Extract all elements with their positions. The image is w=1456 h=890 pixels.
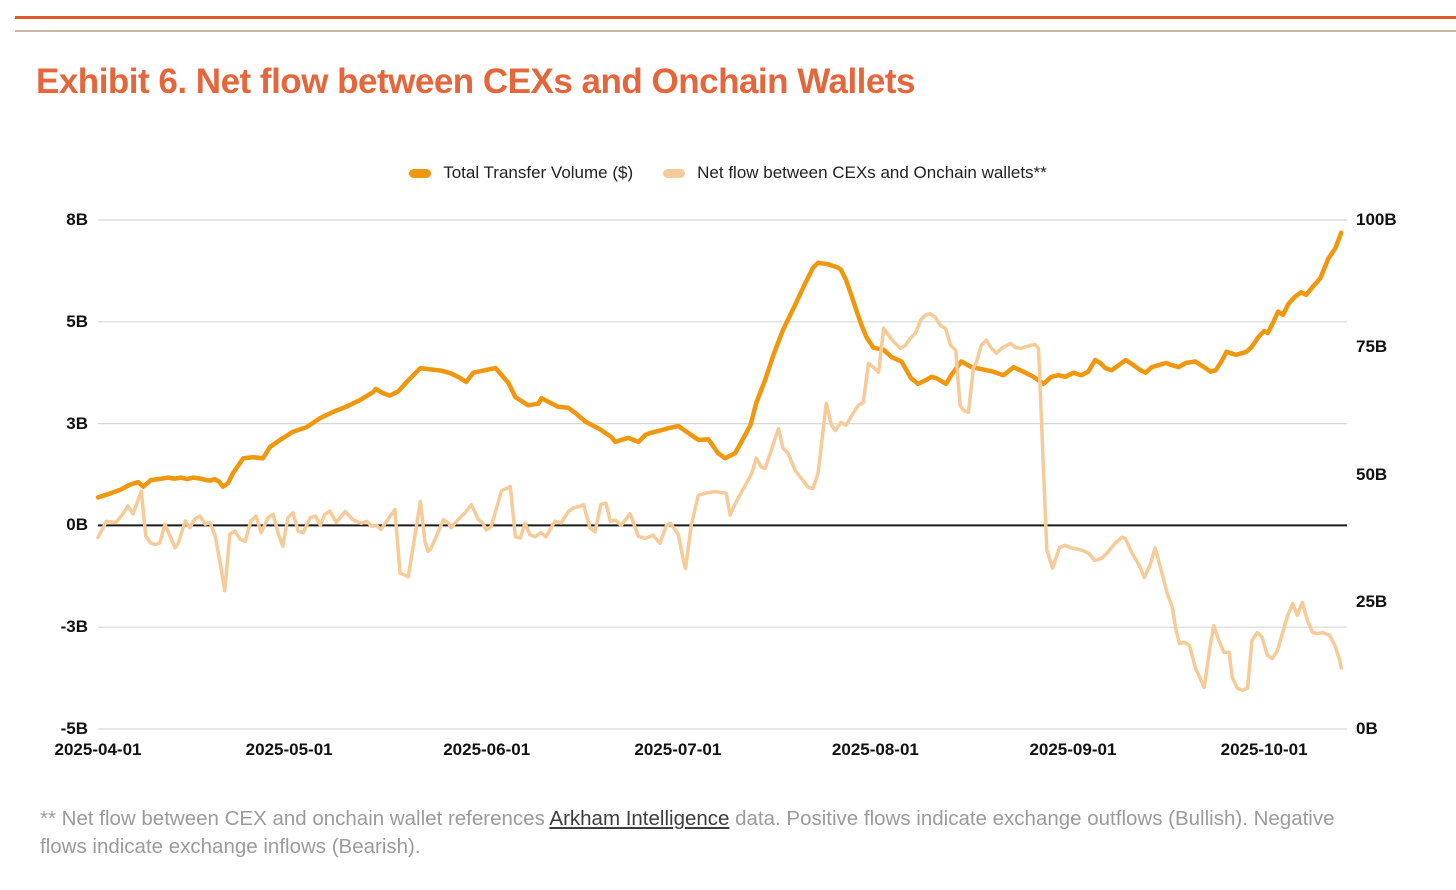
y-left-tick-label: 0B xyxy=(66,515,88,535)
series-line-1 xyxy=(96,311,1343,693)
footnote-text-suffix: data. Positive flows indicate exchange o… xyxy=(40,807,1335,858)
y-left-tick-label: 5B xyxy=(66,311,88,331)
arkham-intelligence-link[interactable]: Arkham Intelligence xyxy=(549,807,730,830)
y-right-tick-label: 0B xyxy=(1356,719,1378,738)
x-tick-label: 2025-10-01 xyxy=(1220,740,1308,759)
y-right-tick-label: 25B xyxy=(1356,591,1388,611)
x-tick-label: 2025-05-01 xyxy=(245,740,333,759)
y-right-tick-label: 50B xyxy=(1356,464,1388,484)
x-tick-label: 2025-04-01 xyxy=(54,740,142,759)
x-tick-label: 2025-08-01 xyxy=(831,740,919,759)
chart-footnote: ** Net flow between CEX and onchain wall… xyxy=(40,805,1370,860)
y-left-tick-label: -5B xyxy=(60,719,88,738)
legend-swatch-icon xyxy=(663,168,686,178)
x-tick-label: 2025-06-01 xyxy=(443,740,531,759)
y-right-tick-label: 75B xyxy=(1356,337,1388,357)
legend-swatch-icon xyxy=(409,168,432,178)
y-left-tick-label: -3B xyxy=(60,617,88,637)
legend-label: Total Transfer Volume ($) xyxy=(443,163,634,182)
top-rule-primary xyxy=(15,16,1456,19)
y-left-tick-label: 3B xyxy=(66,413,88,433)
chart-legend: Total Transfer Volume ($) Net flow betwee… xyxy=(0,163,1456,183)
x-tick-label: 2025-09-01 xyxy=(1029,740,1117,759)
legend-item-0[interactable]: Total Transfer Volume ($) xyxy=(409,163,633,183)
legend-item-1[interactable]: Net flow between CEXs and Onchain wallet… xyxy=(663,163,1047,183)
y-right-tick-label: 100B xyxy=(1356,210,1397,229)
legend-label: Net flow between CEXs and Onchain wallet… xyxy=(697,163,1047,182)
x-tick-label: 2025-07-01 xyxy=(634,740,722,759)
y-left-tick-label: 8B xyxy=(66,210,88,229)
top-rule-secondary xyxy=(15,30,1456,32)
footnote-text-prefix: ** Net flow between CEX and onchain wall… xyxy=(40,807,550,830)
series-line-0 xyxy=(95,230,1344,500)
page-title: Exhibit 6. Net flow between CEXs and Onc… xyxy=(36,62,915,101)
